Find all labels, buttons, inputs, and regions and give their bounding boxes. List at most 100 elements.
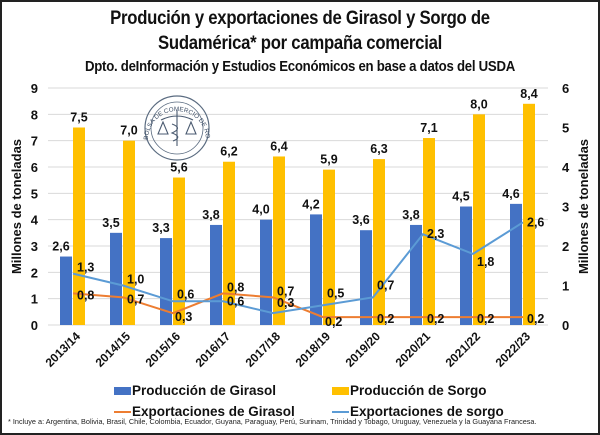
data-label: 6,3 — [370, 142, 387, 156]
data-label: 0,2 — [377, 312, 394, 326]
y-tick-label-left: 5 — [31, 186, 38, 201]
y-tick-label-right: 5 — [562, 121, 569, 136]
bar-produccion-girasol — [110, 232, 122, 325]
bar-produccion-sorgo — [373, 159, 385, 325]
data-label: 5,6 — [170, 161, 187, 175]
data-label: 3,8 — [202, 208, 219, 222]
data-label: 0,7 — [377, 278, 394, 292]
bar-produccion-sorgo — [523, 103, 535, 325]
bar-produccion-girasol — [360, 230, 372, 325]
bar-produccion-sorgo — [323, 169, 335, 325]
data-label: 3,8 — [402, 208, 419, 222]
data-label: 1,3 — [77, 261, 94, 275]
data-label: 7,0 — [120, 124, 137, 138]
data-label: 7,1 — [420, 121, 437, 135]
data-label: 2,3 — [427, 227, 444, 241]
bar-produccion-sorgo — [273, 156, 285, 325]
data-label: 2,6 — [52, 240, 69, 254]
x-tick-label: 2016/17 — [193, 329, 234, 370]
bar-produccion-girasol — [310, 214, 322, 325]
bar-produccion-sorgo — [473, 114, 485, 325]
data-label: 1,8 — [477, 255, 494, 269]
y-tick-label-right: 6 — [562, 81, 569, 96]
footnote: * Incluye a: Argentina, Bolivia, Brasil,… — [8, 417, 537, 426]
chart-subtitle: Dpto. deInformación y Estudios Económico… — [84, 58, 515, 75]
y-axis-label-left: Millones de toneladas — [9, 139, 24, 274]
data-label: 4,5 — [452, 190, 469, 204]
x-tick-label: 2013/14 — [43, 329, 84, 370]
data-label: 0,8 — [77, 288, 94, 302]
x-tick-label: 2017/18 — [243, 329, 284, 370]
data-label: 4,2 — [302, 197, 319, 211]
legend-item-sorgo-exp: Exportaciones de sorgo — [332, 404, 504, 419]
data-label: 7,5 — [70, 111, 87, 125]
bar-produccion-sorgo — [123, 140, 135, 325]
bar-produccion-girasol — [410, 224, 422, 325]
data-label: 0,7 — [277, 284, 294, 298]
bar-produccion-girasol — [460, 206, 472, 325]
x-tick-label: 2021/22 — [443, 329, 484, 370]
y-tick-label-left: 9 — [31, 81, 38, 96]
legend-label: Exportaciones de Girasol — [132, 404, 295, 419]
data-label: 1,0 — [127, 273, 144, 287]
x-tick-label: 2018/19 — [293, 329, 334, 370]
x-tick-label: 2019/20 — [343, 329, 384, 370]
y-tick-label-left: 3 — [31, 239, 38, 254]
bar-produccion-girasol — [510, 203, 522, 325]
data-label: 2,6 — [527, 215, 544, 229]
data-label: 0,2 — [477, 312, 494, 326]
line-exportaciones-girasol — [72, 292, 523, 319]
data-label: 0,3 — [175, 310, 192, 324]
bar-produccion-sorgo — [423, 138, 435, 325]
y-tick-label-right: 1 — [562, 279, 569, 294]
legend-item-girasol-exp: Exportaciones de Girasol — [114, 404, 295, 419]
x-tick-label: 2014/15 — [93, 329, 134, 370]
y-tick-label-left: 2 — [31, 265, 38, 280]
legend-swatch-girasol-prod — [114, 386, 131, 395]
bar-produccion-girasol — [210, 224, 222, 325]
data-label: 0,6 — [227, 294, 244, 308]
chart-title-line-2: Sudamérica* por campaña comercial — [157, 33, 443, 54]
data-label: 0,3 — [277, 296, 294, 310]
data-label: 8,0 — [470, 97, 487, 111]
legend-item-girasol-prod: Producción de Girasol — [114, 383, 276, 398]
legend-item-sorgo-prod: Producción de Sorgo — [332, 383, 487, 398]
x-tick-label: 2015/16 — [143, 329, 184, 370]
y-tick-label-left: 1 — [31, 292, 38, 307]
data-label: 0,6 — [177, 287, 194, 301]
data-label: 6,2 — [220, 145, 237, 159]
bar-produccion-sorgo — [223, 161, 235, 325]
legend-swatch-sorgo-exp — [332, 410, 349, 413]
y-tick-label-right: 0 — [562, 318, 569, 333]
data-label: 0,7 — [127, 292, 144, 306]
data-label: 0,2 — [427, 312, 444, 326]
legend-label: Exportaciones de sorgo — [350, 404, 504, 419]
legend-swatch-sorgo-prod — [332, 386, 349, 395]
legend-label: Producción de Sorgo — [350, 383, 487, 398]
data-label: 0,5 — [327, 286, 344, 300]
y-tick-label-right: 3 — [562, 200, 569, 215]
legend-label: Producción de Girasol — [132, 383, 277, 398]
y-tick-label-left: 6 — [31, 160, 38, 175]
data-label: 0,8 — [227, 280, 244, 294]
data-label: 3,3 — [152, 221, 169, 235]
data-label: 3,5 — [102, 216, 119, 230]
data-label: 0,2 — [325, 315, 342, 329]
y-axis-label-right: Millones de toneladas — [576, 139, 591, 274]
y-tick-label-left: 8 — [31, 107, 38, 122]
bar-produccion-girasol — [60, 256, 72, 325]
x-tick-label: 2020/21 — [393, 329, 434, 370]
line-exportaciones-sorgo — [72, 221, 524, 315]
data-label: 6,4 — [270, 139, 287, 153]
legend-swatch-girasol-exp — [114, 410, 131, 413]
chart-title-line-1: Produción y exportaciones de Girasol y S… — [110, 8, 490, 29]
data-label: 5,9 — [320, 153, 337, 167]
data-label: 8,4 — [520, 87, 537, 101]
bar-produccion-girasol — [260, 219, 272, 325]
bar-produccion-girasol — [160, 238, 172, 325]
bar-produccion-sorgo — [173, 177, 185, 325]
y-tick-label-left: 0 — [31, 318, 38, 333]
data-label: 3,6 — [352, 213, 369, 227]
